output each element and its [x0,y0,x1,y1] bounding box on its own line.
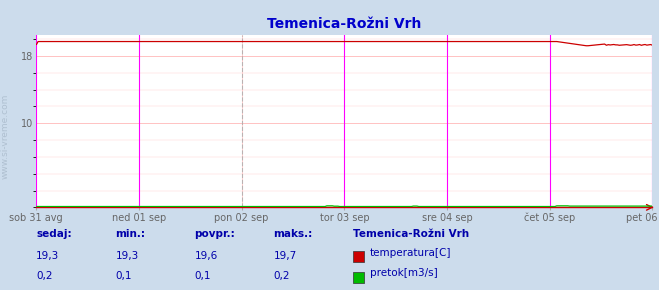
Text: sedaj:: sedaj: [36,229,72,239]
Text: 19,3: 19,3 [36,251,59,261]
Text: 19,7: 19,7 [273,251,297,261]
Text: Temenica-Rožni Vrh: Temenica-Rožni Vrh [353,229,469,239]
Text: 0,1: 0,1 [115,271,132,281]
Text: 19,3: 19,3 [115,251,138,261]
Text: 0,2: 0,2 [36,271,53,281]
Text: 0,1: 0,1 [194,271,211,281]
Text: maks.:: maks.: [273,229,313,239]
Text: pretok[m3/s]: pretok[m3/s] [370,269,438,278]
Text: povpr.:: povpr.: [194,229,235,239]
Text: www.si-vreme.com: www.si-vreme.com [1,94,10,179]
Text: 19,6: 19,6 [194,251,217,261]
Text: temperatura[C]: temperatura[C] [370,248,451,258]
Text: min.:: min.: [115,229,146,239]
Title: Temenica-Rožni Vrh: Temenica-Rožni Vrh [267,17,422,31]
Text: 0,2: 0,2 [273,271,290,281]
